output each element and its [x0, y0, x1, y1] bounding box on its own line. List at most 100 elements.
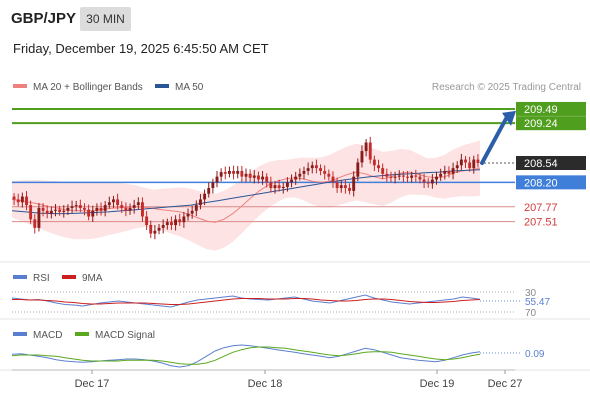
candle-body [435, 176, 438, 180]
current-label-box [516, 156, 586, 170]
candle [352, 171, 356, 197]
candle-body [107, 202, 111, 206]
candle [107, 196, 111, 209]
candle [99, 202, 103, 216]
candle [203, 189, 207, 206]
candle [62, 205, 66, 218]
candle [198, 193, 202, 210]
candle [95, 203, 99, 216]
candle-body [285, 182, 289, 187]
macd-signal-line [11, 346, 481, 365]
candle-body [455, 165, 459, 169]
candle-body [37, 207, 41, 228]
candle-body [418, 176, 422, 180]
candle-body [459, 159, 463, 166]
candle [248, 169, 252, 182]
candle-body [190, 210, 194, 214]
candle [16, 193, 20, 207]
candle-body [306, 168, 310, 171]
candle-body [389, 176, 393, 178]
candle-body [401, 175, 405, 177]
candle-body [20, 196, 24, 203]
timeframe-button[interactable]: 30 MIN [80, 7, 131, 31]
ma50-legend-swatch [155, 84, 169, 88]
candle [244, 168, 248, 183]
candle-body [78, 205, 82, 208]
rsi-ma-line [12, 298, 481, 305]
candle [401, 171, 405, 183]
research-credit: Research © 2025 Trading Central [432, 82, 581, 93]
candle-body [87, 209, 91, 217]
candle-body [302, 170, 306, 174]
x-tick-label: Dec 18 [248, 378, 283, 390]
candle [87, 204, 91, 221]
candle-body [252, 175, 256, 178]
candle-body [120, 205, 124, 208]
candle-body [223, 172, 227, 174]
candle [472, 155, 476, 174]
candle-body [273, 185, 277, 189]
candle [49, 206, 53, 219]
candle-body [377, 165, 380, 169]
candle-body [16, 199, 20, 203]
candle-body [116, 199, 120, 206]
candle [240, 166, 244, 182]
ma20-legend-swatch [13, 84, 27, 88]
candle [265, 173, 269, 188]
candle [182, 211, 186, 228]
candle [294, 171, 298, 185]
candle [211, 178, 215, 194]
candle-body [41, 207, 45, 211]
candle [78, 199, 82, 213]
candle-body [430, 179, 434, 184]
candle [335, 177, 339, 193]
x-axis: Dec 17 Dec 18 Dec 19 Dec 27 [12, 369, 523, 390]
candle-body [410, 175, 414, 178]
candle-body [472, 159, 476, 169]
candle-body [54, 209, 57, 211]
macd-legend-swatch [13, 332, 27, 336]
candle [327, 169, 331, 181]
candle [319, 164, 322, 176]
candle [331, 171, 335, 188]
candle [54, 204, 57, 217]
candle [219, 168, 223, 182]
candle-body [397, 175, 401, 177]
key-levels [12, 107, 515, 223]
candle [314, 159, 318, 174]
candle-body [194, 205, 198, 211]
candle-body [294, 176, 298, 180]
candle [223, 166, 227, 180]
forecast-arrow [480, 110, 516, 165]
rsi-tick-label: 30 [525, 288, 537, 299]
candlesticks [12, 136, 480, 240]
candle [273, 181, 277, 194]
support-label: 207.51 [524, 217, 558, 229]
pivot-label-box [516, 175, 586, 190]
candle-body [468, 162, 472, 169]
candle-body [368, 142, 372, 160]
candle-body [298, 173, 302, 177]
candle-body [360, 151, 364, 163]
candle [153, 225, 157, 240]
candle-body [364, 142, 368, 152]
candle-body [45, 210, 49, 214]
currency-pair-title: GBP/JPY [11, 10, 77, 27]
candle [381, 163, 385, 180]
candle-body [182, 216, 186, 223]
candle-body [476, 159, 480, 163]
candle [112, 195, 115, 208]
candle [186, 208, 190, 221]
resistance-label-box [516, 116, 586, 131]
candle [468, 156, 472, 172]
candle [418, 173, 422, 184]
candle [132, 199, 136, 214]
candle [310, 161, 314, 174]
candle-body [443, 170, 447, 174]
candle-body [352, 176, 356, 191]
candle-body [261, 176, 265, 180]
candle-body [62, 210, 66, 212]
x-tick-label: Dec 27 [488, 378, 523, 390]
candle [451, 162, 455, 180]
candle-body [124, 207, 128, 211]
